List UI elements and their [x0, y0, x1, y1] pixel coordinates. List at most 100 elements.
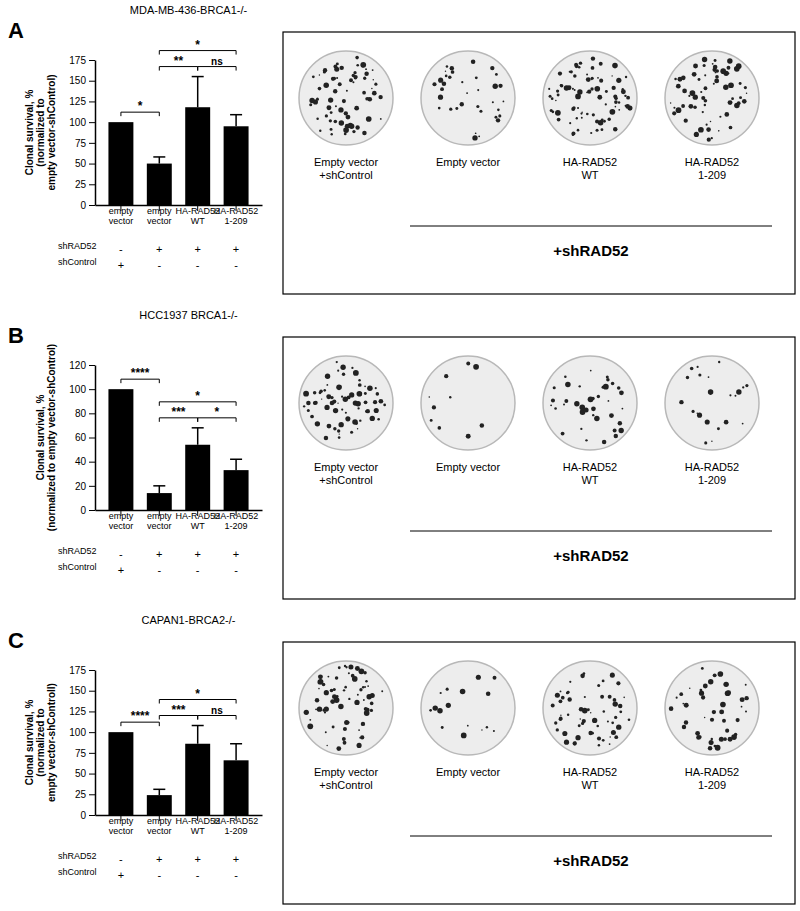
colony [560, 84, 563, 87]
colony [303, 391, 309, 397]
colony [376, 392, 380, 396]
colony [438, 95, 443, 100]
axis-title-line: Clonal survival, % [24, 700, 35, 786]
tick-label-line: empty [147, 206, 172, 216]
colony [597, 395, 600, 398]
colony [736, 389, 741, 394]
y-tick: 150 [69, 685, 95, 696]
colony [326, 384, 328, 386]
colony [461, 81, 463, 83]
plate-dish [421, 356, 515, 450]
row-sign: - [119, 243, 123, 255]
colony [711, 441, 712, 442]
colony [563, 404, 565, 406]
colony [600, 695, 604, 699]
group-label: +shRAD52 [553, 242, 628, 259]
colony [702, 57, 707, 62]
colony [373, 400, 377, 404]
colony [622, 408, 624, 410]
error-bar-cap [192, 725, 204, 727]
colony [357, 392, 362, 397]
plate [299, 356, 393, 450]
colony [331, 77, 335, 81]
colony [715, 75, 719, 79]
tick-label: 175 [69, 55, 86, 66]
colony [357, 743, 362, 748]
colony [498, 84, 502, 88]
colony [613, 701, 618, 706]
colony [333, 77, 337, 81]
colony [700, 689, 703, 692]
error-bar-cap [230, 114, 242, 116]
x-axis: emptyvectoremptyvectorHA-RAD52WTHA-RAD52… [96, 815, 263, 836]
plate-caption-line: Empty vector [314, 461, 379, 473]
error-bar [192, 726, 204, 744]
colony [744, 696, 748, 700]
colony [444, 374, 448, 378]
axis-title-line: (normalized to empty vector-shControl) [46, 344, 57, 531]
colony [611, 721, 614, 724]
y-tick: 125 [69, 96, 95, 107]
colony [323, 68, 327, 72]
colony [618, 109, 620, 111]
colony [362, 91, 366, 95]
colony [623, 696, 625, 698]
colony [605, 90, 608, 93]
axis-line [95, 61, 97, 206]
colony [608, 118, 611, 121]
colony [351, 367, 353, 369]
colony [356, 64, 359, 67]
colony [442, 82, 447, 87]
colony [348, 698, 350, 700]
error-bar-stem [235, 459, 237, 470]
colony [628, 718, 631, 721]
colony [324, 690, 329, 695]
plate-caption-line: HA-RAD52 [563, 766, 617, 778]
colony [676, 84, 681, 89]
colony [592, 718, 597, 723]
colony [343, 689, 345, 691]
colony [324, 706, 329, 711]
panel: CCAPAN1-BRCA2-/-0255075100125150175Clona… [8, 614, 795, 904]
row-sign: + [156, 548, 162, 560]
colony [679, 692, 683, 696]
colony [303, 405, 305, 407]
y-tick: 80 [75, 408, 95, 419]
colony [334, 120, 338, 124]
tick-mark [89, 732, 95, 733]
axis-title: Clonal survival, %(normalized toempty ve… [24, 74, 57, 190]
tick-label: emptyvector [109, 206, 134, 226]
plate [665, 51, 759, 145]
figure: AMDA-MB-436-BRCA1-/-0255075100125150175C… [0, 0, 800, 911]
colony [350, 431, 353, 434]
colony [358, 668, 364, 674]
bar [108, 122, 133, 205]
chart-title: HCC1937 BRCA1-/- [139, 309, 238, 321]
colony [337, 402, 338, 403]
tick-label-line: HA-RAD52 [214, 816, 259, 826]
colony [693, 105, 697, 109]
colony [586, 91, 588, 93]
y-tick: 75 [75, 748, 95, 759]
row-label: shRAD52 [58, 546, 97, 556]
colony [561, 696, 565, 700]
colony [344, 720, 349, 725]
tick-label: 50 [75, 158, 87, 169]
colony [682, 725, 686, 729]
colony [739, 96, 742, 99]
colony [587, 90, 591, 94]
plate-caption-line: WT [581, 779, 598, 791]
significance-label: * [138, 99, 143, 113]
colony [332, 694, 337, 699]
colony [576, 117, 578, 119]
colony [437, 708, 443, 714]
colony [735, 395, 737, 397]
colony [321, 398, 322, 399]
colony [594, 416, 599, 421]
colony [714, 711, 716, 713]
colony [614, 716, 617, 719]
colony [364, 400, 368, 404]
colony [362, 131, 367, 136]
colony [712, 63, 714, 65]
colony [742, 423, 744, 425]
